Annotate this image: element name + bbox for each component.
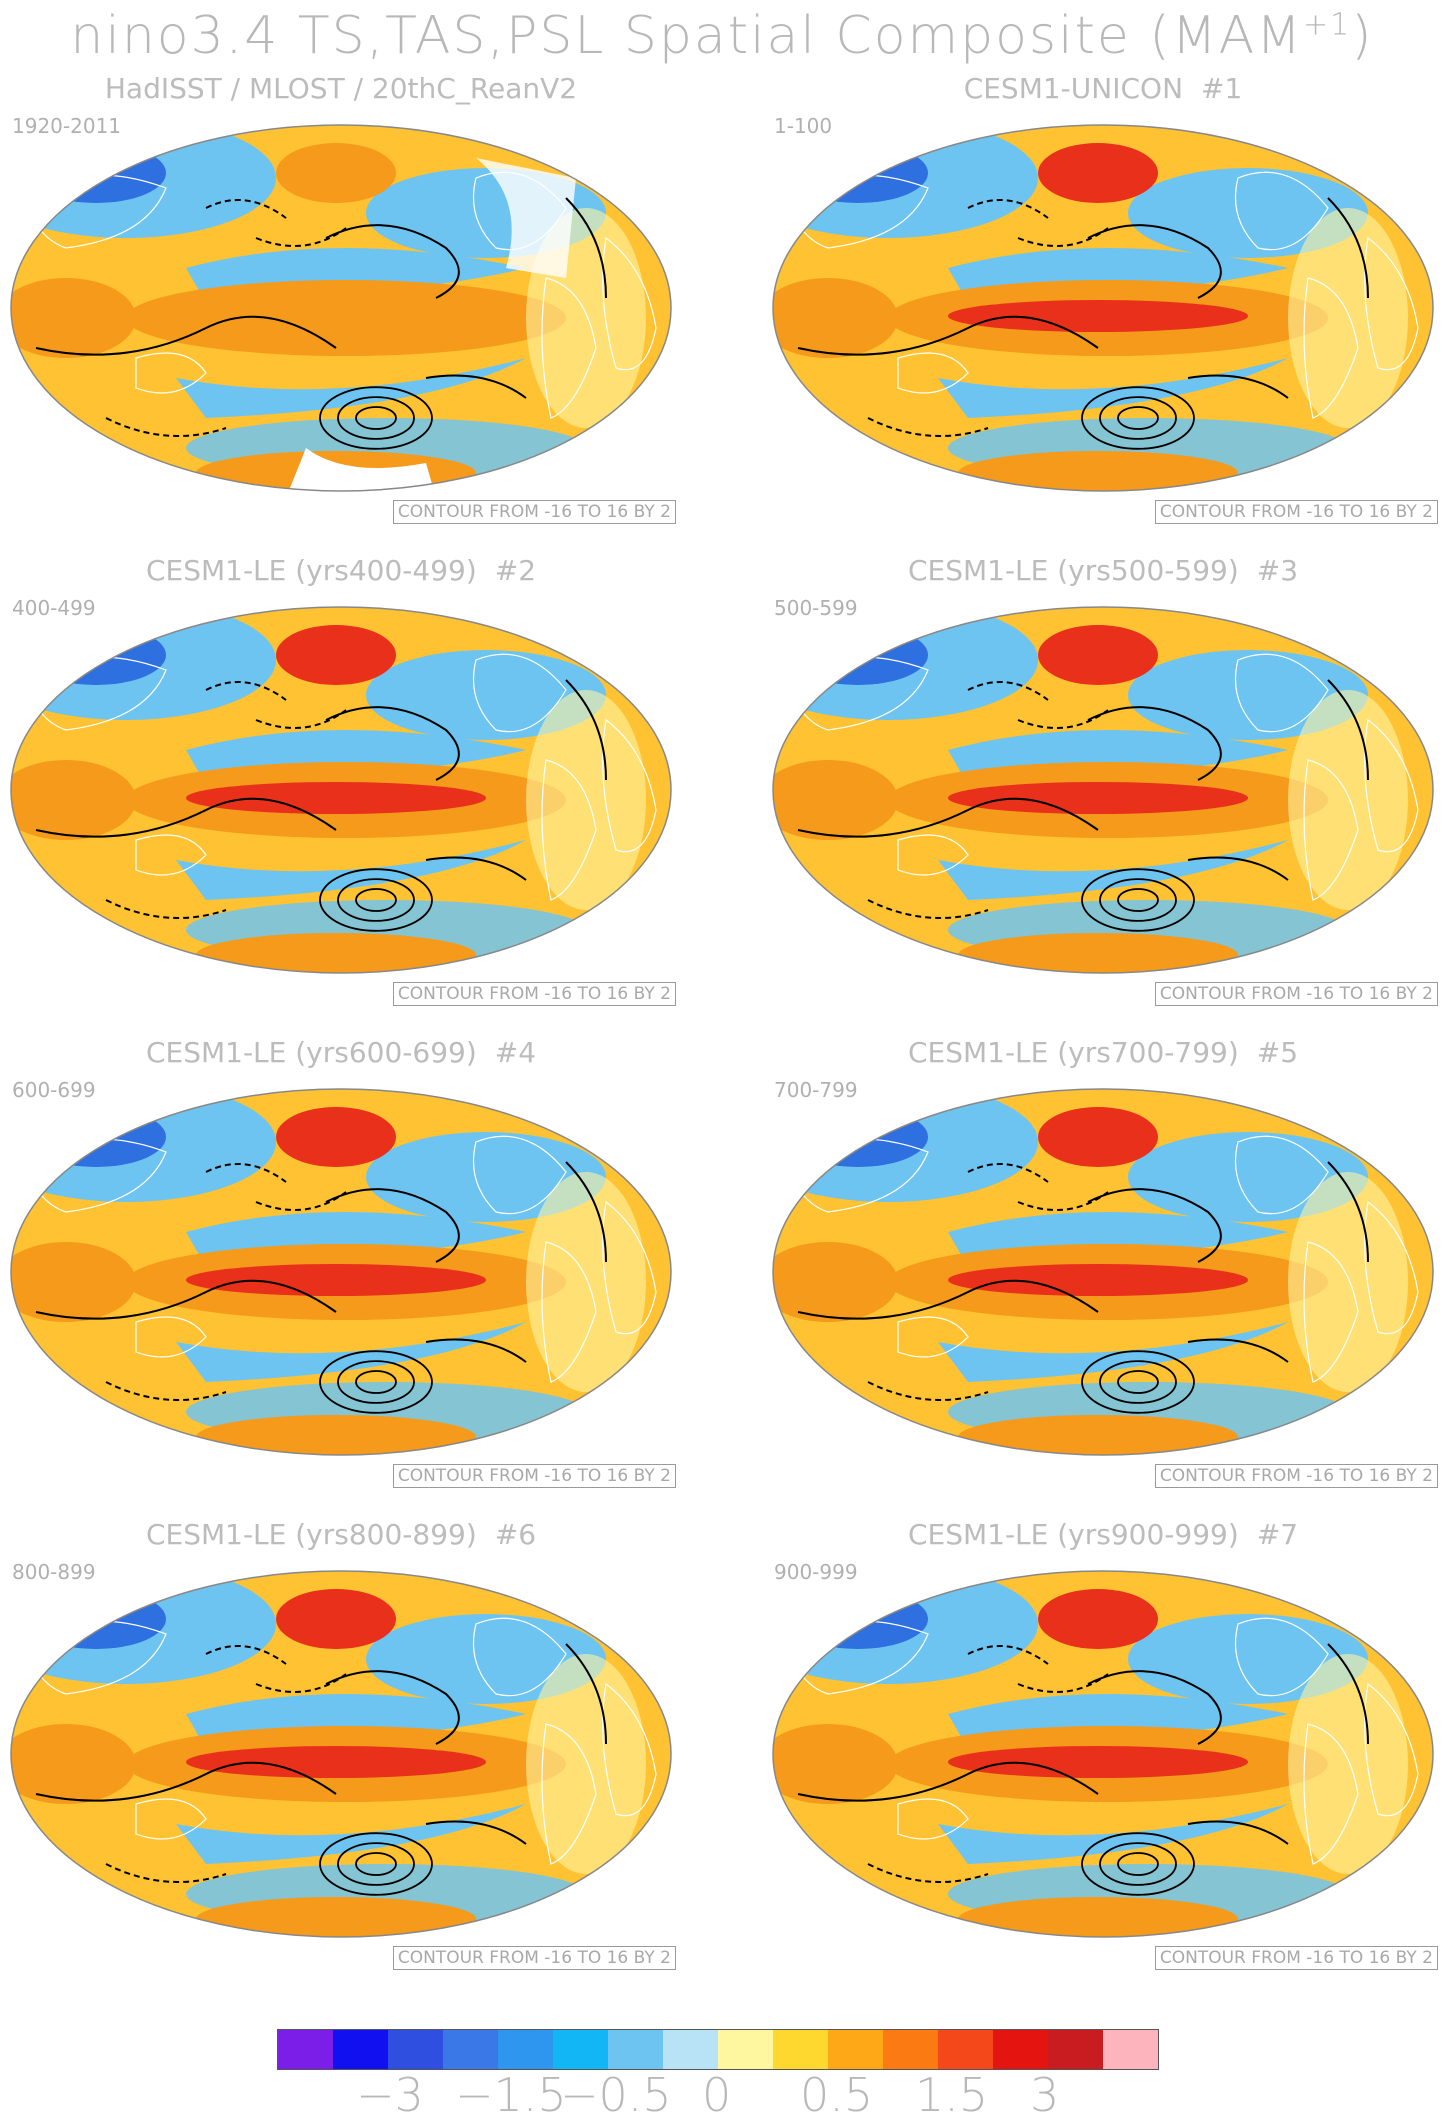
colorbar-tick-label: 1.5 [915,2068,989,2122]
composite-map [10,1570,672,1938]
colorbar-tick-label: 3 [1030,2068,1060,2122]
colorbar-swatch [938,2030,993,2069]
panel-years: 700-799 [774,1078,858,1102]
panel-number: #4 [494,1036,537,1069]
colorbar-swatch [388,2030,443,2069]
colorbar-tick-label: −3 [356,2068,424,2122]
composite-map [772,606,1434,974]
panel-title: CESM1-LE (yrs500-599) #3 [768,554,1438,587]
contour-note: CONTOUR FROM -16 TO 16 BY 2 [1154,1946,1438,1970]
panel-years: 800-899 [12,1560,96,1584]
map-panel: CESM1-LE (yrs800-899) #6 800-899 CONTOUR FR… [6,1518,676,1998]
panel-title: HadISST / MLOST / 20thC_ReanV2 [6,72,676,105]
panel-title: CESM1-LE (yrs600-699) #4 [6,1036,676,1069]
composite-map [772,1088,1434,1456]
colorbar-swatch [828,2030,883,2069]
panel-years: 1920-2011 [12,114,122,138]
colorbar-tick-label: 0.5 [800,2068,874,2122]
panel-number: #7 [1256,1518,1299,1551]
panel-title-text: CESM1-LE (yrs700-799) [907,1036,1239,1069]
panel-years: 400-499 [12,596,96,620]
map-panel: HadISST / MLOST / 20thC_ReanV2 1920-2011 C… [6,72,676,552]
panel-title-text: HadISST / MLOST / 20thC_ReanV2 [104,72,578,105]
composite-map [10,606,672,974]
panel-number: #3 [1256,554,1299,587]
panel-number: #1 [1201,72,1243,105]
colorbar-tick-label: −0.5 [560,2068,672,2122]
contour-note: CONTOUR FROM -16 TO 16 BY 2 [392,1464,676,1488]
colorbar-swatch [608,2030,663,2069]
panel-number: #5 [1256,1036,1299,1069]
colorbar-swatch [1048,2030,1103,2069]
colorbar-swatch [993,2030,1048,2069]
map-panel: CESM1-LE (yrs900-999) #7 900-999 CONTOUR FR… [768,1518,1438,1998]
colorbar-swatch [663,2030,718,2069]
map-panel: CESM1-LE (yrs500-599) #3 500-599 CONTOUR FR… [768,554,1438,1034]
panel-years: 1-100 [774,114,833,138]
map-panel: CESM1-LE (yrs700-799) #5 700-799 CONTOUR FR… [768,1036,1438,1516]
contour-note: CONTOUR FROM -16 TO 16 BY 2 [1154,1464,1438,1488]
panel-years: 900-999 [774,1560,858,1584]
figure-title: nino3.4 TS,TAS,PSL Spatial Composite (MA… [70,6,1374,66]
panel-number: #2 [494,554,537,587]
colorbar-swatch [498,2030,553,2069]
colorbar-tick-label: −1.5 [455,2068,567,2122]
composite-map [10,124,672,492]
contour-note: CONTOUR FROM -16 TO 16 BY 2 [392,982,676,1006]
contour-note: CONTOUR FROM -16 TO 16 BY 2 [392,500,676,524]
map-panel: CESM1-UNICON #1 1-100 CONTOUR FROM -16 TO 1… [768,72,1438,552]
panel-title: CESM1-LE (yrs400-499) #2 [6,554,676,587]
colorbar-swatch [443,2030,498,2069]
composite-map [10,1088,672,1456]
colorbar-swatch [278,2030,333,2069]
colorbar [277,2029,1159,2070]
colorbar-swatch [553,2030,608,2069]
colorbar-swatch [718,2030,773,2069]
colorbar-swatch [1103,2030,1158,2069]
colorbar-tick-label: 0 [702,2068,732,2122]
panel-title: CESM1-LE (yrs700-799) #5 [768,1036,1438,1069]
composite-map [772,1570,1434,1938]
panel-title-text: CESM1-LE (yrs600-699) [145,1036,477,1069]
contour-note: CONTOUR FROM -16 TO 16 BY 2 [1154,500,1438,524]
map-panel: CESM1-LE (yrs400-499) #2 400-499 CONTOUR FR… [6,554,676,1034]
contour-note: CONTOUR FROM -16 TO 16 BY 2 [392,1946,676,1970]
panel-title: CESM1-LE (yrs800-899) #6 [6,1518,676,1551]
panel-title-text: CESM1-UNICON [963,72,1184,105]
panel-years: 600-699 [12,1078,96,1102]
colorbar-swatch [883,2030,938,2069]
panel-title: CESM1-UNICON #1 [768,72,1438,105]
map-panel: CESM1-LE (yrs600-699) #4 600-699 CONTOUR FR… [6,1036,676,1516]
panel-title: CESM1-LE (yrs900-999) #7 [768,1518,1438,1551]
panel-title-text: CESM1-LE (yrs900-999) [907,1518,1239,1551]
panel-years: 500-599 [774,596,858,620]
colorbar-swatch [333,2030,388,2069]
contour-note: CONTOUR FROM -16 TO 16 BY 2 [1154,982,1438,1006]
panel-title-text: CESM1-LE (yrs400-499) [145,554,477,587]
panel-title-text: CESM1-LE (yrs500-599) [907,554,1239,587]
colorbar-swatch [773,2030,828,2069]
panel-title-text: CESM1-LE (yrs800-899) [145,1518,477,1551]
composite-map [772,124,1434,492]
panel-number: #6 [494,1518,537,1551]
